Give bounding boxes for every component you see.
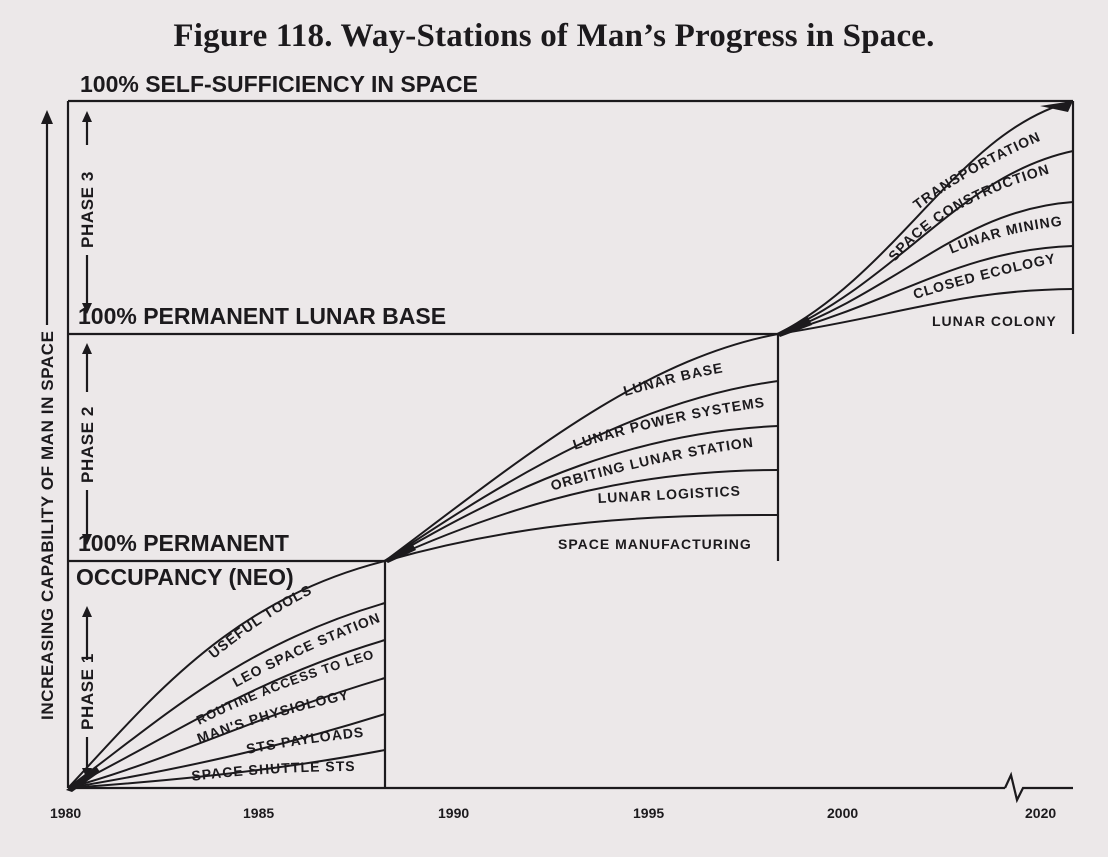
- phase-boxes: [66, 99, 1075, 804]
- curve-space-shuttle-sts: [67, 749, 386, 789]
- curve-lunar-mining: [777, 201, 1074, 335]
- label-sts-payloads: STS PAYLOADS: [245, 724, 365, 757]
- label-space-manufacturing: SPACE MANUFACTURING: [558, 536, 752, 552]
- phase3-converge-point: [777, 317, 812, 337]
- label-space-shuttle-sts: SPACE SHUTTLE STS: [191, 758, 356, 784]
- phase3-label: PHASE 3: [78, 171, 97, 248]
- tick-1985: 1985: [243, 805, 274, 821]
- label-lunar-colony: LUNAR COLONY: [932, 313, 1057, 329]
- vertical-axis-arrowhead: [41, 110, 53, 124]
- curve-lunar-logistics: [384, 469, 779, 562]
- phase3-curves: [777, 100, 1074, 335]
- figure-title: Figure 118. Way-Stations of Man’s Progre…: [173, 18, 935, 54]
- curve-useful-tools: [67, 560, 386, 789]
- tick-1990: 1990: [438, 805, 469, 821]
- label-sts-payloads-text: STS PAYLOADS: [245, 724, 364, 757]
- phase3-arrowhead-down: [82, 303, 92, 314]
- phase1-arrowhead-up: [82, 606, 92, 617]
- vertical-axis-label: INCREASING CAPABILITY OF MAN IN SPACE: [38, 330, 57, 720]
- curve-transportation: [777, 100, 1074, 335]
- phase2-converge-point: [384, 543, 416, 563]
- label-closed-ecology-text: CLOSED ECOLOGY: [911, 250, 1056, 302]
- phase2-arrowhead-up: [82, 343, 92, 354]
- phase1-converge-point: [66, 766, 100, 792]
- curve-mans-physiology: [67, 677, 386, 789]
- label-permanent: 100% PERMANENT: [78, 530, 289, 556]
- curve-lunar-base: [384, 333, 779, 562]
- phase2-arrowhead-down: [82, 534, 92, 545]
- curve-routine-access: [67, 639, 386, 789]
- label-lunar-base: LUNAR BASE: [621, 359, 724, 399]
- curve-leo-space-station: [67, 602, 386, 789]
- label-lunar-base: 100% PERMANENT LUNAR BASE: [78, 303, 446, 329]
- curve-lunar-colony: [777, 288, 1074, 335]
- phase3-end-point: [1040, 101, 1073, 112]
- vertical-axis: INCREASING CAPABILITY OF MAN IN SPACE PH…: [38, 110, 97, 779]
- tick-2000: 2000: [827, 805, 858, 821]
- curve-sts-payloads: [67, 713, 386, 789]
- phase3-arrowhead-up: [82, 111, 92, 122]
- label-space-shuttle-sts-text: SPACE SHUTTLE STS: [191, 758, 355, 784]
- x-axis: 1980 1985 1990 1995 2000 2020: [50, 805, 1056, 821]
- axis-break-symbol: [1004, 771, 1073, 804]
- curve-orbiting-lunar-station: [384, 425, 779, 562]
- phase2-curves: [384, 333, 779, 562]
- curve-space-construction: [777, 150, 1074, 335]
- label-occupancy: OCCUPANCY (NEO): [76, 564, 294, 590]
- label-lunar-base-text: LUNAR BASE: [621, 359, 723, 399]
- tick-1995: 1995: [633, 805, 664, 821]
- phase1-curves: [67, 560, 386, 789]
- label-closed-ecology: CLOSED ECOLOGY: [911, 250, 1057, 302]
- tick-1980: 1980: [50, 805, 81, 821]
- phase1-label: PHASE 1: [78, 653, 97, 730]
- curve-closed-ecology: [777, 245, 1074, 335]
- label-lunar-logistics: LUNAR LOGISTICS: [597, 483, 741, 506]
- curve-lunar-power-systems: [384, 380, 779, 562]
- phase2-label: PHASE 2: [78, 406, 97, 483]
- curve-space-manufacturing: [384, 514, 779, 562]
- label-self-sufficiency: 100% SELF-SUFFICIENCY IN SPACE: [80, 71, 478, 97]
- tick-2020: 2020: [1025, 805, 1056, 821]
